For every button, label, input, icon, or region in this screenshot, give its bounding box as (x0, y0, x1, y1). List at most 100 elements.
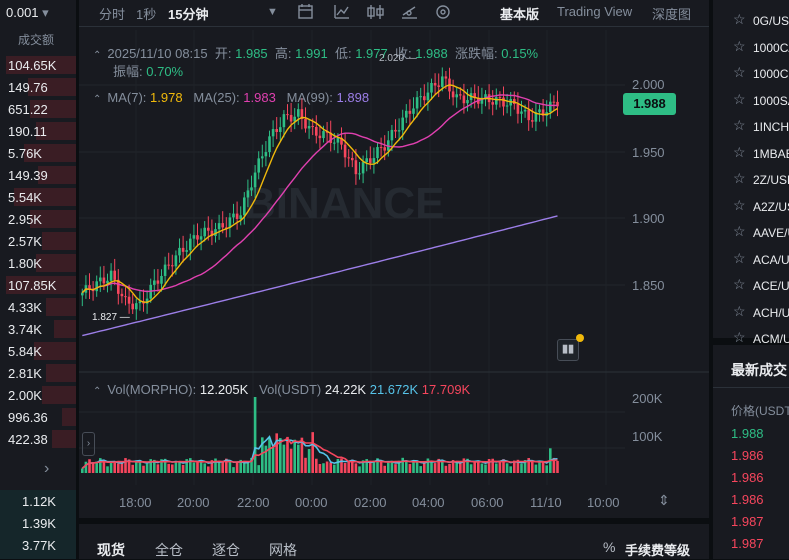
volume-bar (419, 466, 422, 473)
volume-bar (163, 458, 167, 473)
high-value: 1.991 (295, 46, 328, 61)
tab-isolated-margin[interactable]: 逐仓 (212, 542, 240, 558)
watchlist-item[interactable]: ☆ ACH/USDT (713, 303, 789, 323)
favorite-star-icon[interactable]: ☆ (733, 329, 746, 345)
sell-volume-row[interactable]: 1.80K (0, 252, 76, 274)
interval-dropdown-icon[interactable]: ▼ (267, 6, 278, 18)
volume-value: 3.74K (8, 322, 42, 337)
favorite-star-icon[interactable]: ☆ (733, 90, 746, 107)
candle-body (423, 96, 426, 101)
watchlist-item[interactable]: ☆ ACE/USDT (713, 276, 789, 296)
volume-bar (372, 460, 376, 473)
watchlist-item[interactable]: ☆ 0G/USDT (713, 11, 789, 31)
sell-volume-row[interactable]: 149.39 (0, 164, 76, 186)
sell-volume-row[interactable]: 651.22 (0, 98, 76, 120)
watchlist-item[interactable]: ☆ 2Z/USDT (713, 170, 789, 190)
amplitude-label: 振幅: (113, 64, 143, 79)
sell-volume-row[interactable]: 2.00K (0, 384, 76, 406)
tab-grid[interactable]: 网格 (269, 542, 297, 558)
close-value: 1.988 (415, 46, 448, 61)
volume-bar (412, 460, 415, 473)
volume-bar (361, 460, 365, 473)
collapse-icon[interactable]: ⌃ (93, 386, 102, 397)
watchlist-item[interactable]: ☆ ACM/USDT (713, 329, 789, 349)
watchlist-item[interactable]: ☆ 1000SATS/USDT (713, 91, 789, 111)
drawing-tools-icon[interactable] (402, 6, 417, 19)
calendar-icon[interactable] (298, 4, 313, 19)
buy-volume-row[interactable]: 1.39K (0, 512, 76, 534)
candle-body (430, 82, 433, 93)
watchlist-item[interactable]: ☆ 1INCH/USDT (713, 117, 789, 137)
candlestick-type-icon[interactable] (367, 5, 384, 19)
sell-volume-row[interactable]: 5.84K (0, 340, 76, 362)
favorite-star-icon[interactable]: ☆ (733, 64, 746, 80)
sell-volume-row[interactable]: 996.36 (0, 406, 76, 428)
buy-volume-row[interactable]: 1.12K (0, 490, 76, 512)
settings-gear-icon[interactable] (436, 5, 450, 19)
interval-15m[interactable]: 15分钟 (168, 7, 209, 22)
sell-volume-row[interactable]: 190.11 (0, 120, 76, 142)
pair-label: AAVE/USDT (753, 226, 789, 240)
tab-spot[interactable]: 现货 (97, 542, 125, 558)
interval-1s[interactable]: 1秒 (136, 7, 157, 22)
panel-expand-button[interactable]: › (82, 432, 95, 456)
sell-volume-row[interactable]: 422.38 (0, 428, 76, 450)
volume-bar (311, 432, 314, 473)
sell-volume-row[interactable]: 4.33K (0, 296, 76, 318)
sell-volume-row[interactable]: 2.57K (0, 230, 76, 252)
buy-volume-row[interactable]: 3.77K (0, 534, 76, 556)
favorite-star-icon[interactable]: ☆ (733, 276, 746, 292)
view-basic[interactable]: 基本版 (500, 7, 540, 22)
tab-cross-margin[interactable]: 全仓 (155, 542, 183, 558)
favorite-star-icon[interactable]: ☆ (733, 249, 746, 266)
tradingview-widget-button[interactable]: ▮▮ (557, 339, 579, 361)
sell-volume-row[interactable]: 2.95K (0, 208, 76, 230)
favorite-star-icon[interactable]: ☆ (733, 196, 746, 213)
candle-body (372, 158, 376, 163)
favorite-star-icon[interactable]: ☆ (733, 11, 746, 27)
candle-body (163, 264, 167, 276)
view-tradingview[interactable]: Trading View (557, 4, 633, 19)
volume-value: 422.38 (8, 432, 48, 447)
favorite-star-icon[interactable]: ☆ (733, 37, 746, 54)
expand-icon[interactable]: › (44, 460, 50, 477)
sell-volume-row[interactable]: 107.85K (0, 274, 76, 296)
watchlist-item[interactable]: ☆ 1000CHEEMS/USDT (713, 64, 789, 84)
candle-body (95, 281, 98, 292)
watchlist-item[interactable]: ☆ 1000CAT/USDT (713, 38, 789, 58)
collapse-icon[interactable]: ⌃ (93, 94, 102, 105)
sell-volume-row[interactable]: 2.81K (0, 362, 76, 384)
watchlist-item[interactable]: ☆ 1MBABYDOGE/USDT (713, 144, 789, 164)
volume-bar (149, 459, 152, 473)
candle-body (199, 236, 203, 240)
sell-volume-row[interactable]: 104.65K (0, 54, 76, 76)
fit-screen-icon[interactable]: ⇕ (658, 492, 670, 508)
sell-volume-row[interactable]: 3.74K (0, 318, 76, 340)
collapse-icon[interactable]: ⌃ (93, 50, 102, 61)
watchlist-item[interactable]: ☆ ACA/USDT (713, 250, 789, 270)
favorite-star-icon[interactable]: ☆ (733, 143, 746, 160)
time-tick: 02:00 (354, 495, 387, 510)
favorite-star-icon[interactable]: ☆ (733, 170, 746, 186)
sell-volume-row[interactable]: 5.76K (0, 142, 76, 164)
precision-selector[interactable]: 0.001 ▾ (6, 5, 49, 21)
favorite-star-icon[interactable]: ☆ (733, 223, 746, 239)
favorite-star-icon[interactable]: ☆ (733, 117, 746, 133)
sell-volume-row[interactable]: 5.54K (0, 186, 76, 208)
interval-timeline[interactable]: 分时 (99, 7, 126, 22)
candle-body (160, 275, 163, 284)
candle-body (257, 158, 260, 173)
watchlist-item[interactable]: ☆ A2Z/USDT (713, 197, 789, 217)
ohlc-legend: ⌃ 2025/11/10 08:15 开: 1.985 高: 1.991 低: 1… (93, 43, 538, 62)
indicator-icon[interactable] (334, 5, 349, 19)
watchlist-item[interactable]: ☆ AAVE/USDT (713, 223, 789, 243)
candle-body (304, 118, 307, 129)
fee-level-link[interactable]: 手续费等级 (625, 543, 691, 558)
view-depth[interactable]: 深度图 (652, 7, 692, 22)
sell-volume-row[interactable]: 149.76 (0, 76, 76, 98)
trade-price: 1.986 (731, 448, 764, 463)
depth-bar (46, 298, 76, 316)
favorite-star-icon[interactable]: ☆ (733, 302, 746, 319)
volume-bar (401, 457, 404, 473)
candle-body (527, 109, 530, 121)
